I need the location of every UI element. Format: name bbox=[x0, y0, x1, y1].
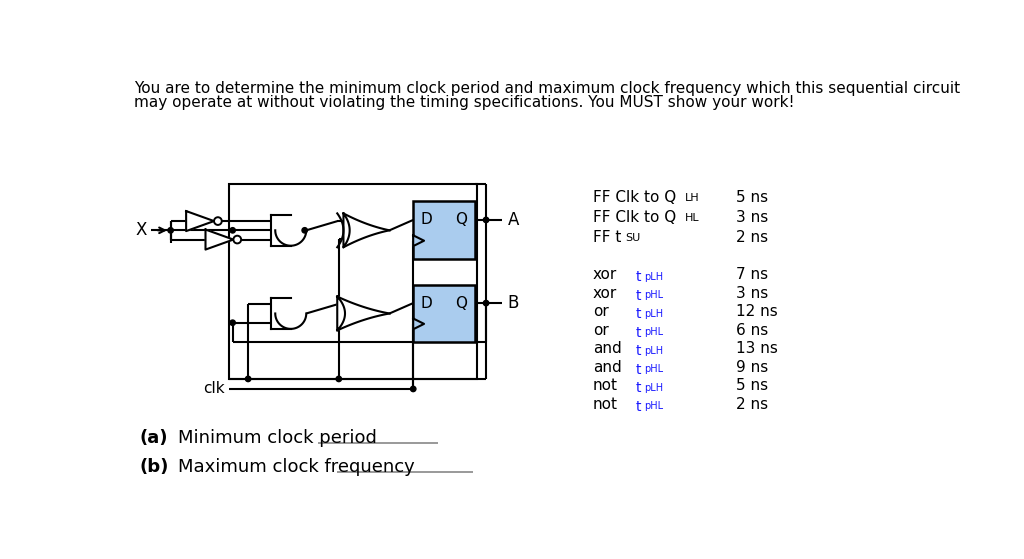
Text: t: t bbox=[636, 400, 641, 414]
Text: t: t bbox=[636, 363, 641, 377]
Text: A: A bbox=[508, 211, 519, 229]
Bar bbox=[228, 184, 477, 379]
Text: Q: Q bbox=[456, 296, 467, 311]
Circle shape bbox=[336, 376, 342, 382]
Text: may operate at without violating the timing specifications. You MUST show your w: may operate at without violating the tim… bbox=[134, 95, 795, 110]
Polygon shape bbox=[271, 298, 306, 329]
Text: 2 ns: 2 ns bbox=[736, 397, 768, 411]
Text: You are to determine the minimum clock period and maximum clock frequency which : You are to determine the minimum clock p… bbox=[134, 81, 961, 96]
Text: pHL: pHL bbox=[644, 401, 664, 411]
Polygon shape bbox=[337, 296, 389, 330]
Text: 7 ns: 7 ns bbox=[736, 267, 768, 282]
Text: or: or bbox=[593, 323, 608, 338]
Circle shape bbox=[302, 228, 307, 233]
Circle shape bbox=[411, 386, 416, 392]
Circle shape bbox=[168, 228, 173, 233]
Text: 9 ns: 9 ns bbox=[736, 359, 769, 375]
Text: Q: Q bbox=[456, 212, 467, 228]
Text: pHL: pHL bbox=[644, 290, 664, 300]
Text: 3 ns: 3 ns bbox=[736, 210, 769, 225]
Polygon shape bbox=[343, 214, 389, 247]
Text: Minimum clock period: Minimum clock period bbox=[178, 429, 377, 447]
Circle shape bbox=[483, 300, 488, 306]
Text: xor: xor bbox=[593, 267, 617, 282]
Text: t: t bbox=[636, 344, 641, 358]
Text: D: D bbox=[421, 296, 433, 311]
Text: SU: SU bbox=[626, 234, 641, 243]
Text: 5 ns: 5 ns bbox=[736, 378, 768, 393]
Text: B: B bbox=[508, 294, 519, 312]
Polygon shape bbox=[414, 235, 424, 246]
Text: t: t bbox=[636, 271, 641, 285]
Polygon shape bbox=[206, 230, 233, 249]
Text: and: and bbox=[593, 341, 622, 356]
Circle shape bbox=[230, 320, 236, 325]
Bar bbox=[414, 285, 475, 342]
Text: t: t bbox=[636, 307, 641, 321]
Text: pHL: pHL bbox=[644, 364, 664, 375]
Text: pHL: pHL bbox=[644, 328, 664, 337]
Text: FF Clk to Q: FF Clk to Q bbox=[593, 190, 676, 205]
Text: 3 ns: 3 ns bbox=[736, 286, 769, 301]
Circle shape bbox=[214, 217, 222, 225]
Text: 6 ns: 6 ns bbox=[736, 323, 769, 338]
Circle shape bbox=[483, 217, 488, 222]
Text: 13 ns: 13 ns bbox=[736, 341, 778, 356]
Polygon shape bbox=[414, 319, 424, 329]
Text: 12 ns: 12 ns bbox=[736, 304, 778, 319]
Text: clk: clk bbox=[203, 381, 225, 396]
Circle shape bbox=[233, 236, 241, 243]
Text: Maximum clock frequency: Maximum clock frequency bbox=[178, 458, 415, 476]
Text: FF t: FF t bbox=[593, 230, 622, 245]
Text: t: t bbox=[636, 381, 641, 395]
Text: LH: LH bbox=[684, 193, 699, 203]
Text: not: not bbox=[593, 378, 618, 393]
Text: X: X bbox=[136, 221, 147, 239]
Text: pLH: pLH bbox=[644, 346, 664, 356]
Text: not: not bbox=[593, 397, 618, 411]
Polygon shape bbox=[271, 215, 306, 246]
Bar bbox=[414, 201, 475, 259]
Text: pLH: pLH bbox=[644, 272, 664, 282]
Text: pLH: pLH bbox=[644, 383, 664, 393]
Text: FF Clk to Q: FF Clk to Q bbox=[593, 210, 676, 225]
Text: xor: xor bbox=[593, 286, 617, 301]
Circle shape bbox=[246, 376, 251, 382]
Text: (b): (b) bbox=[139, 458, 169, 476]
Text: t: t bbox=[636, 289, 641, 303]
Text: 2 ns: 2 ns bbox=[736, 230, 768, 245]
Text: 5 ns: 5 ns bbox=[736, 190, 768, 205]
Text: D: D bbox=[421, 212, 433, 228]
Text: HL: HL bbox=[684, 214, 699, 224]
Text: t: t bbox=[636, 326, 641, 340]
Text: (a): (a) bbox=[139, 429, 168, 447]
Polygon shape bbox=[186, 211, 214, 231]
Text: and: and bbox=[593, 359, 622, 375]
Circle shape bbox=[230, 228, 236, 233]
Text: or: or bbox=[593, 304, 608, 319]
Text: pLH: pLH bbox=[644, 309, 664, 319]
